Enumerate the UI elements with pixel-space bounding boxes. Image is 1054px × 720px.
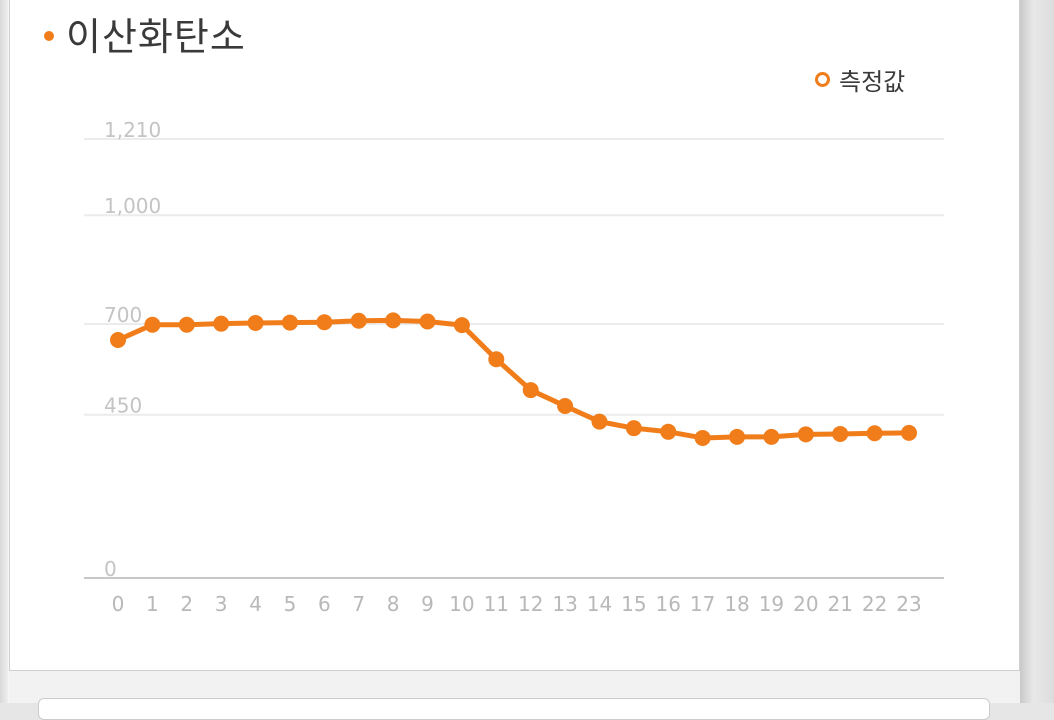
data-point [866,425,883,442]
x-tick-label: 13 [552,592,577,616]
x-tick-label: 8 [387,592,400,616]
data-point [110,331,126,348]
x-tick-label: 3 [215,592,228,616]
x-tick-label: 9 [421,592,434,616]
x-tick-label: 20 [793,592,818,616]
data-point [385,312,402,329]
data-point [419,313,436,330]
x-tick-label: 6 [318,592,331,616]
y-tick-label: 1,000 [104,194,161,218]
data-point [557,398,574,415]
chart-title-text: 이산화탄소 [66,14,246,59]
data-point [797,426,814,443]
legend-label: 측정값 [839,68,906,96]
window-edge [1020,0,1054,703]
y-tick-label: 700 [104,303,142,327]
x-tick-label: 0 [112,592,125,616]
legend[interactable]: 측정값 [815,62,905,97]
x-tick-label: 11 [484,592,509,616]
x-tick-label: 19 [759,592,784,616]
data-point [729,428,746,445]
y-tick-label: 450 [104,394,142,418]
data-point [453,317,470,334]
data-point [625,420,642,437]
chart-title: 이산화탄소 [44,8,246,59]
bottom-area [9,671,1020,703]
x-tick-label: 21 [827,592,852,616]
x-tick-label: 22 [862,592,887,616]
x-tick-label: 1 [146,592,159,616]
x-tick-label: 16 [656,592,681,616]
x-tick-label: 12 [518,592,543,616]
y-tick-label: 0 [104,557,117,581]
data-point [178,316,195,333]
data-point [591,413,608,430]
data-point [522,382,539,399]
x-tick-label: 17 [690,592,715,616]
x-tick-label: 18 [724,592,749,616]
x-tick-label: 4 [249,592,262,616]
data-point [247,314,264,331]
data-point [694,429,711,446]
x-tick-label: 23 [896,592,921,616]
y-tick-label: 1,210 [104,118,161,142]
title-bullet-icon [44,31,54,41]
chart-panel [9,0,1020,671]
data-point [350,312,367,329]
data-point [213,315,230,332]
legend-marker-icon [815,72,830,87]
data-point [901,424,917,441]
x-tick-label: 2 [180,592,193,616]
data-point [660,423,677,440]
x-tick-label: 7 [352,592,365,616]
data-point [144,316,161,333]
x-tick-label: 15 [621,592,646,616]
x-tick-label: 14 [587,592,612,616]
data-point [832,425,849,442]
series-line [115,317,912,441]
x-tick-label: 10 [449,592,474,616]
data-point [763,428,780,445]
data-point [281,314,298,331]
data-point [316,314,333,331]
data-point [488,351,505,368]
x-tick-label: 5 [284,592,297,616]
